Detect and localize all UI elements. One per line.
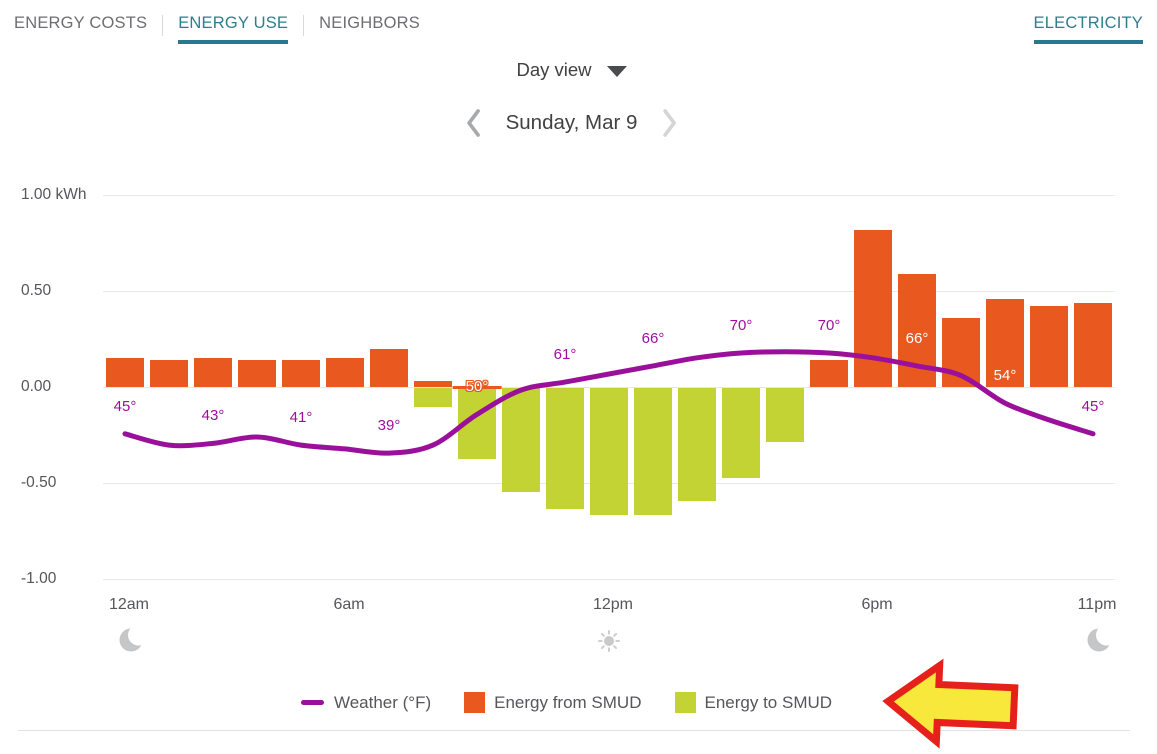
- legend-item-energy-to-smud: Energy to SMUD: [674, 692, 833, 713]
- moon-icon: [1087, 625, 1116, 652]
- temp-label: 66°: [905, 329, 929, 347]
- bar-energy-from-smud: [194, 358, 232, 387]
- temp-label: 43°: [201, 407, 225, 425]
- temp-label: 50°: [452, 378, 501, 396]
- electricity-link[interactable]: ELECTRICITY: [1033, 14, 1143, 44]
- sun-icon: [598, 630, 620, 652]
- legend-swatch-square: [464, 692, 486, 713]
- tab-bar: ENERGY COSTS ENERGY USE NEIGHBORS: [14, 10, 435, 44]
- legend-label: Energy from SMUD: [494, 692, 642, 712]
- legend-swatch-dash: [300, 700, 324, 705]
- x-axis-label: 6pm: [861, 596, 893, 613]
- y-axis-label: 1.00 kWh: [21, 186, 87, 203]
- x-axis-label: 11pm: [1077, 596, 1117, 613]
- legend-item-weather-f: Weather (°F): [300, 692, 432, 713]
- y-axis-label: 0.00: [21, 378, 52, 395]
- tab-energy-costs[interactable]: ENERGY COSTS: [14, 10, 162, 43]
- bar-energy-to-smud: [414, 388, 452, 408]
- temp-label: 70°: [817, 317, 841, 334]
- bar-energy-from-smud: [106, 358, 144, 387]
- gridline: [103, 194, 1115, 196]
- previous-day-button[interactable]: [465, 108, 482, 138]
- highlight-arrow: [882, 658, 1019, 749]
- bar-energy-to-smud: [502, 388, 540, 492]
- chart-legend: Weather (°F) Energy from SMUD Energy to SM…: [0, 692, 1145, 713]
- tab-label: NEIGHBORS: [319, 14, 420, 32]
- tab-neighbors[interactable]: NEIGHBORS: [304, 10, 435, 43]
- bar-energy-from-smud: [238, 360, 276, 387]
- arrow-shape: [882, 658, 1019, 749]
- bar-energy-to-smud: [546, 388, 584, 509]
- bar-energy-from-smud: [1074, 302, 1112, 387]
- y-axis-label: 0.50: [21, 282, 52, 299]
- temp-label: 45°: [113, 397, 137, 415]
- bar-energy-from-smud: [370, 348, 408, 387]
- temp-label: 70°: [729, 317, 753, 334]
- x-axis-label: 6am: [333, 596, 365, 613]
- temp-label: 66°: [641, 329, 665, 347]
- bar-energy-to-smud: [678, 388, 716, 502]
- bar-energy-from-smud: [1030, 306, 1068, 387]
- tab-energy-use[interactable]: ENERGY USE: [163, 10, 303, 44]
- legend-swatch-square: [674, 692, 696, 713]
- x-axis-label: 12pm: [592, 596, 634, 613]
- bar-energy-from-smud: [810, 360, 848, 387]
- temp-label: 39°: [377, 417, 401, 435]
- bar-energy-from-smud: [150, 360, 188, 387]
- day-view-dropdown[interactable]: Day view: [516, 59, 627, 81]
- y-axis-label: -1.00: [21, 570, 57, 587]
- x-axis-label: 12am: [108, 596, 150, 613]
- bottom-divider: [18, 730, 1130, 731]
- bar-energy-from-smud: [854, 229, 892, 387]
- date-label: Sunday, Mar 9: [505, 111, 638, 134]
- bar-energy-to-smud: [722, 388, 760, 479]
- next-day-button[interactable]: [661, 108, 678, 138]
- temp-label: 61°: [553, 346, 577, 364]
- chevron-down-icon: [606, 66, 627, 77]
- gridline: [103, 578, 1115, 580]
- bar-energy-to-smud: [458, 388, 496, 460]
- tab-separator: [303, 15, 305, 36]
- electricity-link-label: ELECTRICITY: [1033, 14, 1143, 44]
- chevron-left-icon: [466, 109, 480, 137]
- date-navigation: Sunday, Mar 9: [465, 108, 679, 138]
- temp-label: 54°: [993, 367, 1017, 385]
- legend-label: Weather (°F): [333, 692, 432, 712]
- bar-energy-to-smud: [766, 388, 804, 442]
- bar-energy-from-smud: [942, 317, 980, 387]
- tab-label: ENERGY COSTS: [14, 14, 148, 32]
- tab-label: ENERGY USE: [178, 14, 289, 44]
- weather-line: [122, 349, 1096, 456]
- temp-label: 41°: [289, 409, 313, 427]
- bar-energy-to-smud: [634, 388, 672, 515]
- y-axis-label: -0.50: [21, 474, 57, 491]
- moon-icon: [119, 625, 148, 652]
- tab-separator: [162, 15, 164, 36]
- legend-item-energy-from-smud: Energy from SMUD: [464, 692, 642, 713]
- chevron-right-icon: [663, 109, 677, 137]
- gridline: [103, 290, 1115, 292]
- bar-energy-from-smud: [326, 358, 364, 387]
- temp-label: 45°: [1081, 397, 1105, 415]
- bar-energy-from-smud: [282, 360, 320, 387]
- legend-label: Energy to SMUD: [704, 692, 833, 712]
- day-view-dropdown-label: Day view: [516, 59, 592, 80]
- bar-energy-from-smud: [414, 381, 452, 387]
- bar-energy-to-smud: [590, 388, 628, 515]
